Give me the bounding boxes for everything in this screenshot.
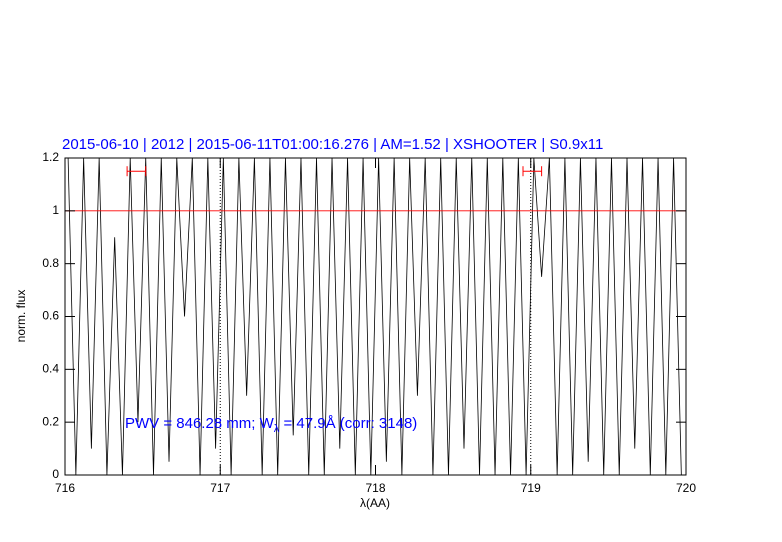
annotation-subscript: λ <box>274 423 280 435</box>
y-tick-label: 0 <box>52 467 59 481</box>
y-tick-label: 0.4 <box>42 362 59 376</box>
x-tick-label: 716 <box>55 481 75 495</box>
x-axis-label: λ(AA) <box>360 496 390 510</box>
chart-title: 2015-06-10 | 2012 | 2015-06-11T01:00:16.… <box>62 136 603 153</box>
x-tick-label: 720 <box>676 481 696 495</box>
y-tick-label: 0.6 <box>42 309 59 323</box>
x-tick-label: 718 <box>365 481 385 495</box>
x-tick-label: 717 <box>210 481 230 495</box>
annotation-text: = 47.9Å (corr: 3148) <box>279 415 417 432</box>
annotation-text: PWV = 846.28 mm; W <box>125 415 275 432</box>
y-tick-label: 0.2 <box>42 414 59 428</box>
y-tick-label: 1.2 <box>42 150 59 164</box>
plot-area <box>65 158 686 475</box>
x-tick-label: 719 <box>521 481 541 495</box>
y-tick-label: 1 <box>52 203 59 217</box>
annotation: PWV = 846.28 mm; Wλ = 47.9Å (corr: 3148) <box>125 415 417 435</box>
y-tick-label: 0.8 <box>42 256 59 270</box>
y-axis-label: norm. flux <box>14 290 28 343</box>
